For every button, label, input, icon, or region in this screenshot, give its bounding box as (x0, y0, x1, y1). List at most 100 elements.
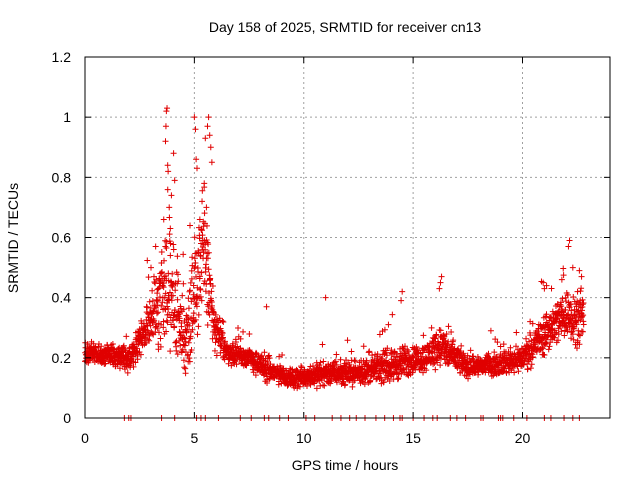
data-point (149, 330, 156, 337)
y-tick-labels: 0 0.2 0.4 0.6 0.8 1 1.2 (52, 49, 72, 426)
data-point (164, 105, 171, 112)
data-point (178, 323, 185, 330)
data-point (573, 321, 580, 328)
data-point (340, 378, 347, 385)
data-point (213, 352, 220, 359)
data-point (577, 288, 584, 295)
data-point (352, 358, 359, 365)
data-point (194, 165, 200, 172)
data-point (558, 303, 565, 310)
data-point (170, 246, 177, 253)
data-point (202, 135, 209, 142)
data-point (197, 286, 204, 293)
data-point (487, 327, 494, 334)
data-point (332, 358, 339, 365)
data-point (194, 284, 201, 291)
data-point (130, 363, 137, 370)
data-point (570, 293, 577, 300)
data-point (575, 331, 582, 338)
data-point (444, 360, 451, 367)
data-point (415, 347, 422, 354)
data-point (187, 222, 193, 229)
data-point (570, 336, 577, 343)
data-point (371, 368, 378, 375)
data-point (437, 279, 444, 286)
data-point (534, 328, 541, 335)
data-point (564, 291, 571, 298)
data-point (448, 328, 455, 335)
data-point (160, 318, 167, 325)
data-point (153, 310, 160, 317)
data-point (178, 349, 185, 356)
data-point (205, 114, 212, 121)
data-point (307, 363, 314, 370)
data-point (212, 311, 219, 318)
data-point (235, 325, 242, 332)
data-point (513, 329, 520, 336)
data-point (199, 232, 206, 239)
data-point (198, 227, 205, 234)
data-point (319, 341, 326, 348)
data-point (267, 361, 274, 368)
data-point (513, 343, 520, 350)
data-point (266, 352, 273, 359)
data-point (576, 332, 583, 339)
data-point (154, 302, 161, 309)
data-point (515, 368, 522, 375)
data-point (144, 304, 151, 311)
data-point (149, 287, 156, 294)
data-point (116, 365, 123, 372)
data-point (566, 237, 573, 244)
data-point (162, 138, 169, 145)
data-point (349, 383, 356, 390)
data-point (156, 329, 163, 336)
data-point (204, 255, 211, 262)
data-point (171, 306, 178, 313)
chart-title: Day 158 of 2025, SRMTID for receiver cn1… (209, 19, 482, 35)
data-point (180, 357, 187, 364)
data-point (543, 282, 550, 289)
data-point (180, 306, 187, 313)
data-point (153, 304, 160, 311)
data-point (296, 383, 303, 390)
data-point (124, 369, 131, 376)
data-point (404, 346, 411, 353)
data-point (436, 285, 443, 292)
data-point (394, 376, 401, 383)
data-point (580, 300, 587, 307)
data-point (161, 257, 168, 264)
data-point (406, 351, 413, 358)
data-point (263, 303, 270, 310)
data-point (423, 367, 430, 374)
data-point (464, 352, 471, 359)
data-point (237, 335, 244, 342)
data-point (384, 345, 391, 352)
data-point (388, 347, 395, 354)
data-point (563, 298, 570, 305)
data-point (391, 349, 398, 356)
data-point (164, 162, 171, 169)
data-point (186, 355, 193, 362)
data-point (264, 380, 271, 387)
data-point (196, 273, 203, 280)
data-point (189, 254, 196, 261)
data-point (381, 326, 388, 333)
data-point (185, 295, 192, 302)
data-point (494, 339, 501, 346)
data-point (389, 311, 396, 318)
data-point (185, 305, 192, 312)
data-point (196, 216, 203, 223)
data-point (258, 352, 265, 359)
data-point (158, 268, 165, 275)
data-point (545, 346, 552, 353)
data-point (183, 329, 190, 336)
data-point (362, 376, 369, 383)
data-point (433, 332, 440, 339)
data-point (398, 297, 405, 304)
data-point (181, 364, 188, 371)
data-point (148, 264, 155, 271)
data-point (204, 123, 211, 130)
data-point (577, 317, 584, 324)
y-tick-label: 0.6 (52, 230, 72, 246)
data-point (580, 321, 587, 328)
